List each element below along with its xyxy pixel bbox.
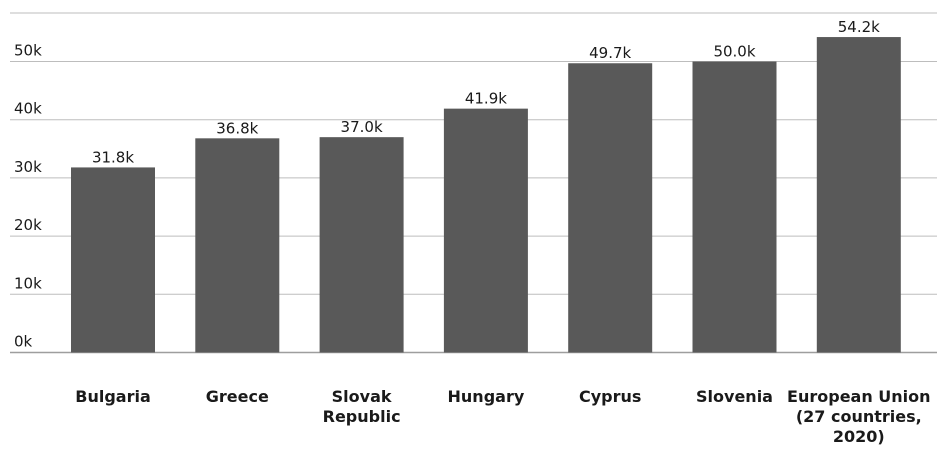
- category-label: Hungary: [448, 387, 525, 406]
- category-label: Slovak Republic: [323, 387, 401, 426]
- y-tick-label: 30k: [14, 158, 42, 176]
- data-label: 31.8k: [92, 148, 134, 166]
- bar: [319, 137, 404, 353]
- y-tick-label: 20k: [14, 216, 42, 234]
- y-tick-label: 40k: [14, 100, 42, 118]
- category-label: Bulgaria: [75, 387, 151, 406]
- data-label: 54.2k: [838, 18, 880, 36]
- bar: [443, 108, 528, 353]
- bar: [71, 167, 155, 353]
- category-label: Cyprus: [579, 387, 641, 406]
- bar: [816, 37, 901, 353]
- bar: [568, 63, 653, 353]
- data-label: 37.0k: [341, 118, 383, 136]
- data-label: 36.8k: [216, 119, 258, 137]
- bar: [692, 61, 777, 353]
- data-label: 50.0k: [713, 43, 755, 61]
- y-tick-label: 10k: [14, 274, 42, 292]
- data-label: 41.9k: [465, 90, 507, 108]
- y-tick-label: 0k: [14, 333, 33, 351]
- category-label: Slovenia: [696, 387, 773, 406]
- data-label: 49.7k: [589, 44, 631, 62]
- category-label: European Union (27 countries, 2020): [787, 387, 931, 446]
- bar: [195, 138, 280, 353]
- category-label: Greece: [206, 387, 269, 406]
- y-tick-label: 50k: [14, 42, 42, 60]
